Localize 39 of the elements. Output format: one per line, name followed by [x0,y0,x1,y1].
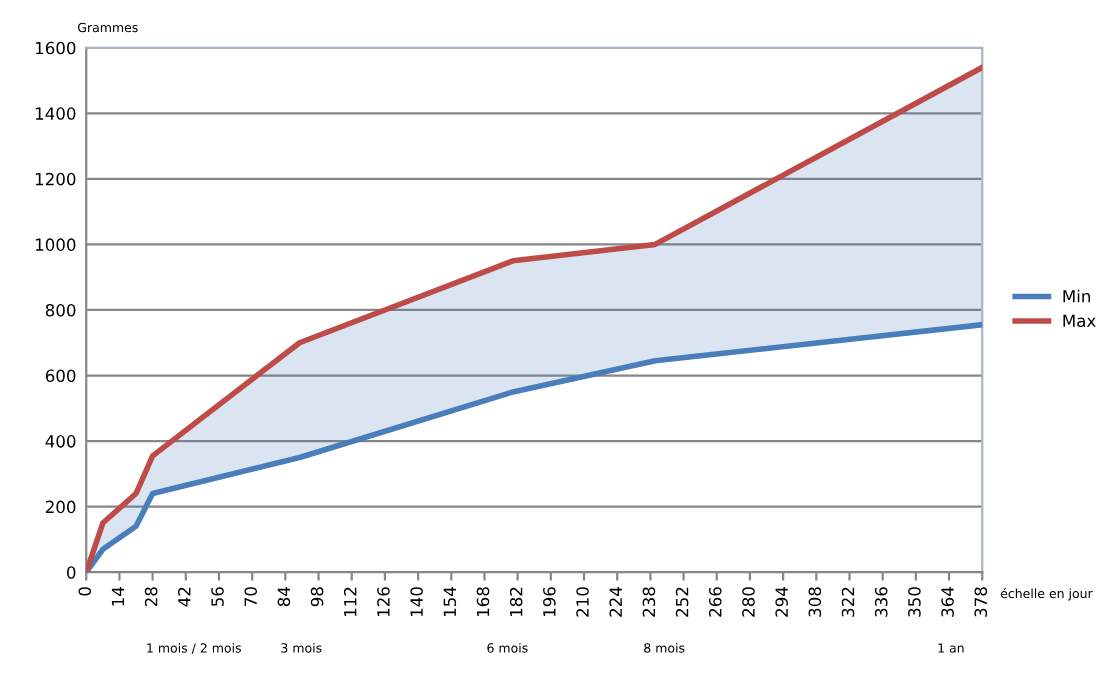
y-tick-label: 200 [45,500,76,514]
y-tick-label: 1000 [35,238,76,251]
x-tick-label: 252 [675,587,689,617]
y-tick-label: 1600 [35,41,76,55]
x-tick-label: 168 [476,587,490,617]
x-tick-label: 126 [377,587,390,617]
x-tick-label: 210 [576,587,589,617]
x-tick-label: 0 [78,587,92,596]
x-tick-label: 70 [244,587,257,606]
x-tick-label: 294 [775,587,788,617]
x-tick-label: 56 [211,587,224,607]
x-tick-label: 28 [144,587,158,607]
x-tick-label: 308 [808,587,822,617]
x-tick-label: 42 [178,587,191,607]
x-tick-label: 14 [111,587,125,606]
x-tick-label: 350 [908,587,921,617]
x-tick-label: 364 [941,587,954,617]
y-tick-label: 0 [67,566,76,579]
x-tick-label: 98 [310,587,324,607]
y-tick-label: 600 [45,369,76,383]
legend-label: Min [1063,289,1090,303]
y-tick-label: 1200 [35,172,76,186]
legend-label: Max [1063,314,1096,328]
x-tick-label: 280 [742,587,755,617]
x-tick-label: 238 [642,587,656,617]
x-tick-label: 154 [443,587,457,617]
x-tick-label: 336 [874,587,888,617]
x-tick-label: 266 [708,587,722,617]
x-tick-label: 224 [609,587,622,617]
x-tick-label: 196 [543,587,556,617]
x-tick-label: 182 [509,587,523,617]
x-tick-label: 112 [343,587,357,617]
y-tick-label: 1400 [35,107,76,120]
y-tick-label: 800 [45,303,76,317]
y-tick-label: 400 [45,435,76,448]
x-tick-label: 378 [974,587,988,617]
x-tick-label: 84 [277,587,291,607]
x-tick-label: 140 [410,587,423,617]
x-tick-label: 322 [841,587,855,617]
